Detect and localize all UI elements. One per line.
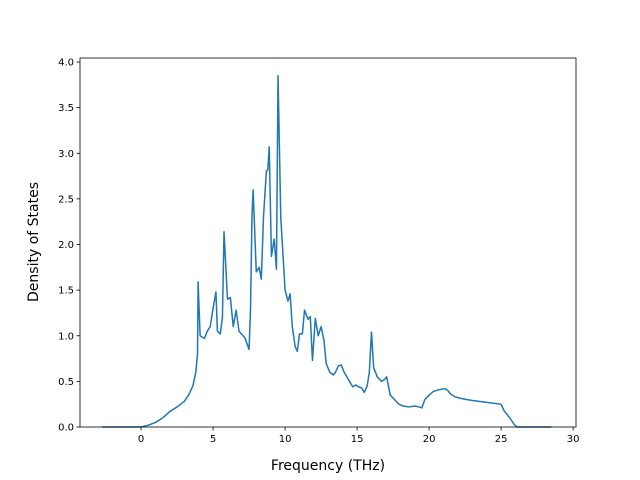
x-tick-label: 20 — [423, 434, 436, 445]
x-tick-label: 30 — [567, 434, 580, 445]
y-tick-label: 1.5 — [58, 286, 74, 297]
x-tick-label: 0 — [138, 434, 144, 445]
y-tick-label: 1.0 — [58, 331, 74, 342]
y-tick-label: 3.5 — [58, 103, 74, 114]
y-tick-label: 0.5 — [58, 377, 74, 388]
x-tick-label: 25 — [495, 434, 508, 445]
x-tick-label: 5 — [210, 434, 216, 445]
y-tick-label: 4.0 — [58, 58, 74, 69]
x-tick-label: 10 — [279, 434, 292, 445]
y-tick-label: 2.0 — [58, 240, 74, 251]
plot-frame — [79, 57, 577, 428]
x-axis-label: Frequency (THz) — [271, 458, 385, 474]
density-line — [102, 74, 552, 428]
y-tick-label: 2.5 — [58, 194, 74, 205]
y-axis-label: Density of States — [26, 182, 42, 302]
y-tick-label: 3.0 — [58, 149, 74, 160]
x-tick-label: 15 — [351, 434, 364, 445]
y-tick-label: 0.0 — [58, 423, 74, 434]
